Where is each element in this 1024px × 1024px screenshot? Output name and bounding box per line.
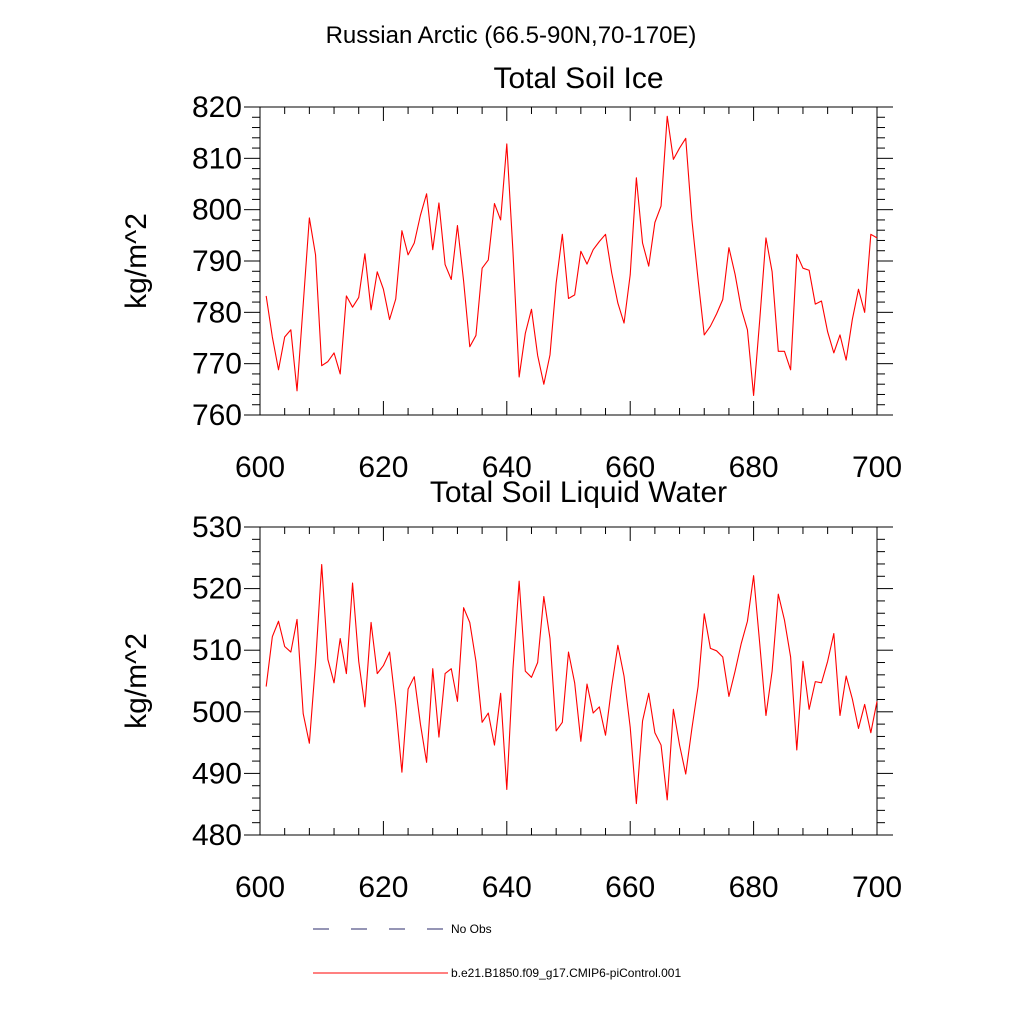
figure-title: Russian Arctic (66.5-90N,70-170E) <box>326 22 697 49</box>
chart-0-plot-frame <box>259 106 878 416</box>
chart-0-series-line-0 <box>265 115 878 397</box>
chart-0-y-tick-label: 780 <box>192 296 242 329</box>
chart-0-y-tick-label: 800 <box>192 194 242 227</box>
chart-0-y-tick-label: 770 <box>192 348 242 381</box>
chart-1-y-tick-label: 480 <box>192 819 242 852</box>
chart-0-x-tick-label: 620 <box>358 451 408 484</box>
chart-1-x-tick-label: 620 <box>358 871 408 904</box>
chart-0-y-tick-label: 810 <box>192 142 242 175</box>
chart-1-series-line-0 <box>265 564 878 805</box>
chart-panel-total-soil-ice: Total Soil Ice kg/m^2 600 620 640 660 680 700 76… <box>120 62 902 484</box>
chart-0-x-tick-label: 700 <box>852 451 902 484</box>
chart-1-y-tick-label: 520 <box>192 573 242 606</box>
chart-1-y-axis-label: kg/m^2 <box>120 633 153 729</box>
chart-0-x-tick-label: 640 <box>482 451 532 484</box>
chart-0-y-tick-label: 820 <box>192 91 242 124</box>
chart-0-y-axis-label: kg/m^2 <box>120 213 153 309</box>
chart-1-plot-frame <box>259 526 878 836</box>
chart-0-y-tick-label: 760 <box>192 399 242 432</box>
chart-0-y-tick-label: 790 <box>192 245 242 278</box>
chart-1-x-tick-label: 640 <box>482 871 532 904</box>
chart-1-title: Total Soil Liquid Water <box>430 476 727 509</box>
chart-0-x-tick-label: 600 <box>235 451 285 484</box>
chart-1-x-tick-label: 660 <box>605 871 655 904</box>
chart-1-x-tick-label: 680 <box>729 871 779 904</box>
chart-1-y-tick-label: 510 <box>192 634 242 667</box>
chart-0-x-tick-label: 680 <box>729 451 779 484</box>
chart-1-y-tick-label: 530 <box>192 511 242 544</box>
legend-label-model: b.e21.B1850.f09_g17.CMIP6-piControl.001 <box>451 966 681 980</box>
chart-panel-total-soil-liquid-water: Total Soil Liquid Water kg/m^2 600 620 640 66… <box>120 476 902 904</box>
chart-1-y-tick-label: 490 <box>192 757 242 790</box>
chart-0-title: Total Soil Ice <box>493 62 663 95</box>
legend: No Obs b.e21.B1850.f09_g17.CMIP6-piContr… <box>313 922 681 980</box>
chart-0-x-tick-label: 660 <box>605 451 655 484</box>
legend-label-no-obs: No Obs <box>451 922 492 936</box>
chart-1-y-tick-label: 500 <box>192 696 242 729</box>
chart-1-x-tick-label: 700 <box>852 871 902 904</box>
chart-1-x-tick-label: 600 <box>235 871 285 904</box>
